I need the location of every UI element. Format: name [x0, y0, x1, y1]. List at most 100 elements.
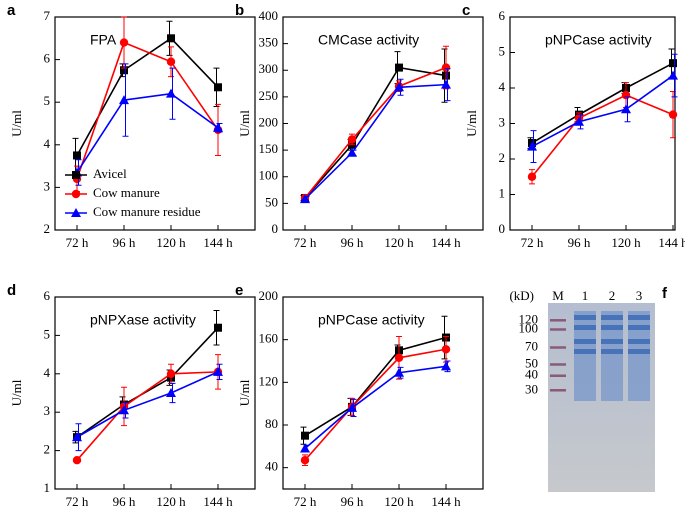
x-tick-label: 144 h	[203, 494, 233, 509]
y-tick-label: 350	[259, 35, 279, 50]
x-tick-label: 144 h	[658, 235, 685, 250]
x-tick-label: 144 h	[431, 235, 461, 250]
protein-band	[628, 315, 650, 320]
data-point	[300, 456, 310, 465]
y-tick-label: 1	[44, 480, 51, 495]
legend-label: Cow manure residue	[93, 204, 201, 219]
protein-band	[574, 339, 596, 344]
data-point	[527, 172, 537, 181]
data-point	[300, 443, 310, 453]
y-tick-label: 50	[265, 194, 278, 209]
x-tick-label: 96 h	[341, 494, 364, 509]
x-tick-label: 144 h	[431, 494, 461, 509]
data-point	[72, 432, 82, 442]
data-point	[668, 110, 678, 119]
y-tick-label: 1	[499, 185, 506, 200]
x-tick-label: 72 h	[294, 494, 317, 509]
protein-band	[574, 325, 596, 330]
y-tick-label: 100	[259, 168, 279, 183]
x-tick-label: 72 h	[521, 235, 544, 250]
panel-label: b	[235, 2, 244, 19]
x-tick-label: 96 h	[341, 235, 364, 250]
data-point	[214, 323, 222, 332]
y-tick-label: 4	[499, 79, 506, 94]
lane-label: M	[552, 288, 564, 303]
series-line	[531, 62, 674, 144]
y-axis-label: U/ml	[9, 110, 24, 137]
data-point	[300, 194, 310, 204]
y-tick-label: 5	[499, 43, 506, 58]
y-tick-label: 400	[259, 8, 279, 23]
data-point	[213, 366, 223, 376]
y-tick-label: 200	[259, 288, 279, 303]
x-tick-label: 120 h	[156, 494, 186, 509]
y-axis-label: U/ml	[237, 110, 252, 137]
data-point	[166, 57, 176, 66]
data-point	[441, 79, 451, 89]
x-tick-label: 144 h	[203, 235, 233, 250]
data-point	[119, 38, 129, 47]
protein-band	[601, 349, 623, 354]
y-tick-label: 7	[44, 8, 51, 23]
data-point	[301, 431, 309, 440]
y-tick-label: 80	[265, 416, 278, 431]
series-line	[76, 371, 219, 461]
data-point	[166, 88, 176, 98]
series-line	[304, 365, 447, 450]
data-point	[347, 135, 357, 144]
data-point	[213, 122, 223, 132]
legend-label: Avicel	[93, 166, 127, 181]
x-tick-label: 72 h	[66, 494, 89, 509]
x-tick-label: 120 h	[611, 235, 641, 250]
data-point	[669, 59, 677, 68]
series-line	[304, 348, 447, 461]
panel-label: c	[462, 2, 470, 19]
protein-band	[601, 315, 623, 320]
y-tick-label: 160	[259, 331, 279, 346]
data-point	[621, 90, 631, 100]
lane-smear	[628, 311, 650, 401]
data-point	[394, 367, 404, 377]
y-tick-label: 4	[44, 365, 51, 380]
y-tick-label: 6	[44, 288, 51, 303]
x-tick-label: 96 h	[113, 235, 136, 250]
y-axis-label: U/ml	[464, 110, 479, 137]
x-tick-label: 72 h	[294, 235, 317, 250]
series-line	[76, 92, 219, 173]
chart-title: FPA	[90, 32, 117, 48]
x-tick-label: 72 h	[66, 235, 89, 250]
legend-marker	[71, 208, 81, 217]
y-tick-label: 0	[499, 221, 506, 236]
marker-label: 40	[525, 367, 538, 382]
data-point	[72, 456, 82, 465]
protein-band	[574, 315, 596, 320]
marker-label: 120	[519, 311, 539, 326]
protein-band	[601, 325, 623, 330]
series-line	[304, 336, 447, 437]
data-point	[394, 353, 404, 362]
series-line	[531, 94, 674, 178]
data-point	[395, 63, 403, 72]
lane-smear	[574, 311, 596, 401]
data-point	[527, 141, 537, 151]
y-tick-label: 5	[44, 93, 51, 108]
y-tick-label: 40	[265, 459, 278, 474]
series-line	[76, 41, 219, 180]
data-point	[119, 405, 129, 415]
plot-frame	[509, 16, 676, 231]
chart-title: pNPCase activity	[318, 312, 425, 328]
lane-label: 2	[609, 288, 616, 303]
panel-label: f	[662, 285, 668, 302]
y-tick-label: 5	[44, 326, 51, 341]
data-point	[214, 83, 222, 92]
x-tick-label: 120 h	[156, 235, 186, 250]
data-point	[166, 369, 176, 378]
lane-smear	[601, 311, 623, 401]
data-point	[120, 66, 128, 75]
series-line	[531, 74, 674, 148]
series-line	[76, 371, 219, 438]
panel-label: d	[7, 282, 16, 299]
series-line	[304, 83, 447, 200]
series-line	[304, 66, 447, 199]
